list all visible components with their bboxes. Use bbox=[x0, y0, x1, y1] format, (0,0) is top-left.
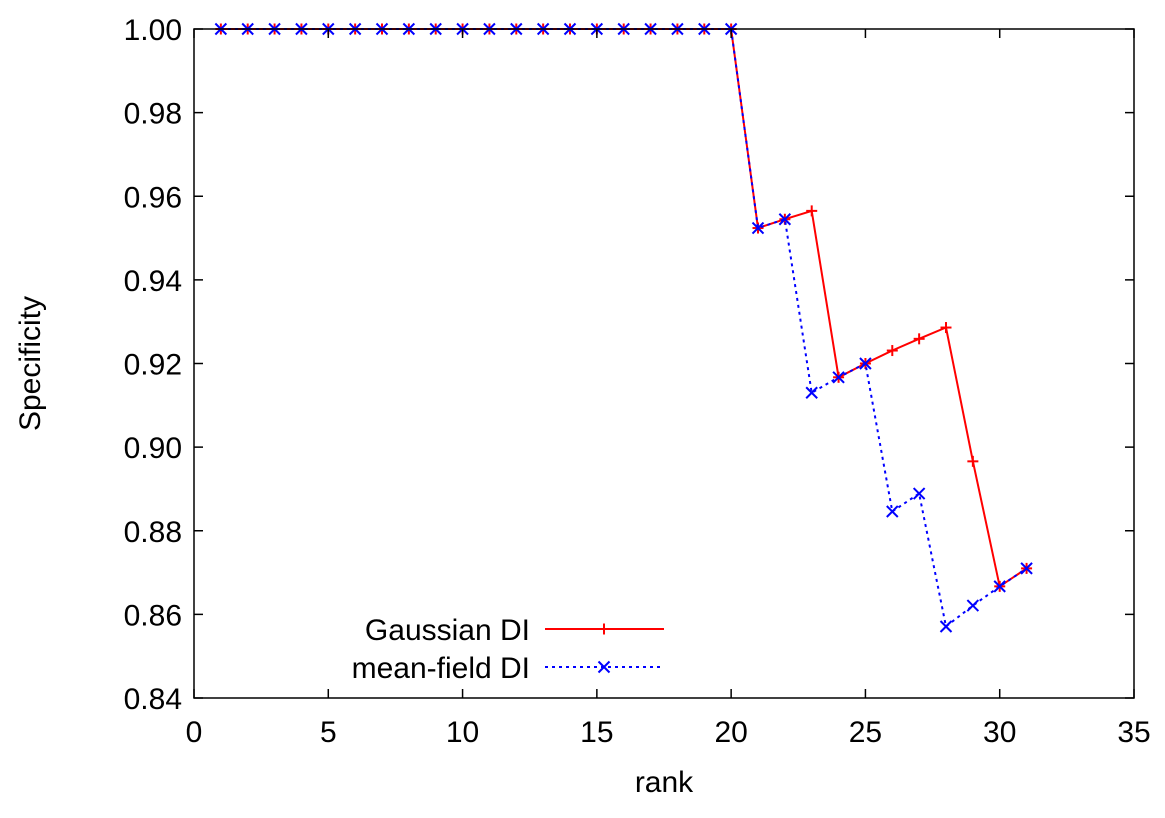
x-tick-label: 25 bbox=[849, 716, 882, 749]
data-point bbox=[751, 221, 765, 235]
legend-label: mean-field DI bbox=[352, 652, 530, 685]
data-point bbox=[940, 322, 952, 334]
y-tick-label: 1.00 bbox=[124, 14, 182, 47]
legend: Gaussian DI mean-field DI bbox=[352, 614, 664, 685]
data-point bbox=[967, 455, 979, 467]
x-tick-label: 20 bbox=[714, 716, 747, 749]
data-point bbox=[993, 580, 1006, 593]
series-gaussian-di bbox=[215, 23, 1033, 592]
y-tick-label: 0.90 bbox=[124, 432, 182, 465]
x-tick-label: 30 bbox=[983, 716, 1016, 749]
x-axis-title: rank bbox=[635, 766, 694, 799]
legend-swatch-marker bbox=[598, 623, 610, 635]
data-point bbox=[832, 371, 845, 384]
data-point bbox=[912, 487, 926, 500]
data-point bbox=[886, 505, 899, 518]
ticks-layer: 0 5 10 15 20 25 30 35 0.84 0.86 0.88 0.90 0.92 0.94 0.… bbox=[124, 14, 1151, 749]
series-layer bbox=[214, 22, 1033, 633]
data-point bbox=[939, 620, 953, 633]
data-point bbox=[805, 386, 818, 399]
x-tick-label: 5 bbox=[320, 716, 337, 749]
data-point bbox=[778, 213, 792, 226]
legend-label: Gaussian DI bbox=[365, 614, 530, 647]
data-point bbox=[913, 333, 925, 345]
x-tick-label: 0 bbox=[186, 716, 203, 749]
data-point bbox=[886, 345, 898, 357]
data-point bbox=[1020, 562, 1033, 575]
x-tick-label: 35 bbox=[1117, 716, 1150, 749]
series-mean-field-di bbox=[214, 22, 1033, 633]
y-tick-label: 0.94 bbox=[124, 265, 182, 298]
x-tick-label: 10 bbox=[446, 716, 479, 749]
plot-frame bbox=[193, 28, 1135, 699]
legend-swatch-marker bbox=[597, 660, 611, 674]
data-point bbox=[806, 205, 818, 217]
y-axis-title: Specificity bbox=[14, 296, 47, 431]
data-point bbox=[859, 357, 872, 370]
y-tick-label: 0.86 bbox=[124, 599, 182, 632]
series-line bbox=[220, 28, 1028, 629]
y-tick-label: 0.98 bbox=[124, 98, 182, 131]
data-point bbox=[966, 599, 980, 612]
y-tick-label: 0.92 bbox=[124, 349, 182, 382]
x-tick-label: 15 bbox=[580, 716, 613, 749]
y-tick-label: 0.84 bbox=[124, 683, 182, 716]
y-tick-label: 0.88 bbox=[124, 516, 182, 549]
y-tick-label: 0.96 bbox=[124, 181, 182, 214]
